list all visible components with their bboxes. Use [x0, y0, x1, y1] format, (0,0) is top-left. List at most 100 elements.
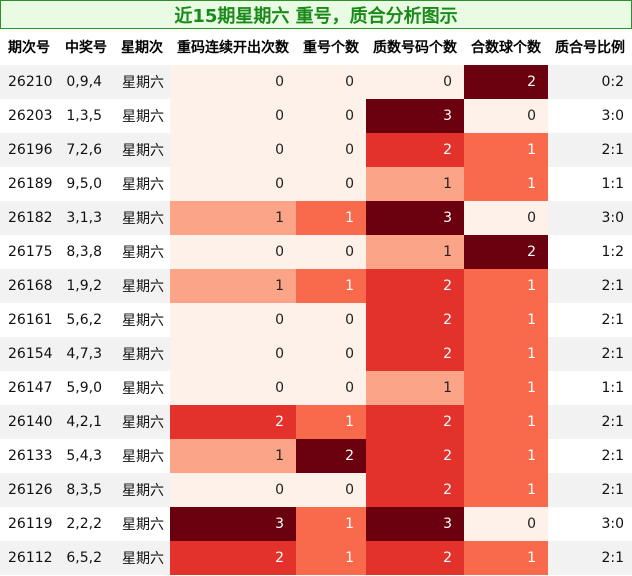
repeat-count-cell: 1	[296, 405, 366, 439]
winning-number-cell: 1,9,2	[58, 269, 114, 303]
period-cell: 26210	[0, 65, 58, 99]
period-cell: 26196	[0, 133, 58, 167]
ratio-cell: 3:0	[548, 507, 632, 541]
repeat-count-cell: 0	[296, 337, 366, 371]
table-row: 26126 8,3,5 星期六 0 0 2 1 2:1	[0, 473, 632, 507]
winning-number-cell: 7,2,6	[58, 133, 114, 167]
period-cell: 26140	[0, 405, 58, 439]
repeat-streak-cell: 3	[170, 507, 296, 541]
composite-count-cell: 2	[464, 65, 548, 99]
composite-count-cell: 0	[464, 99, 548, 133]
period-cell: 26112	[0, 541, 58, 575]
period-cell: 26182	[0, 201, 58, 235]
repeat-count-cell: 1	[296, 201, 366, 235]
repeat-count-cell: 1	[296, 507, 366, 541]
weekday-cell: 星期六	[114, 541, 170, 575]
period-cell: 26189	[0, 167, 58, 201]
table-header: 期次号 中奖号 星期次 重码连续开出次数 重号个数 质数号码个数 合数球个数 质合号比例	[0, 31, 632, 63]
prime-count-cell: 2	[366, 133, 464, 167]
composite-count-cell: 2	[464, 235, 548, 269]
table-row: 26210 0,9,4 星期六 0 0 0 2 0:2	[0, 65, 632, 99]
weekday-cell: 星期六	[114, 473, 170, 507]
winning-number-cell: 5,9,0	[58, 371, 114, 405]
composite-count-cell: 1	[464, 167, 548, 201]
ratio-cell: 2:1	[548, 133, 632, 167]
ratio-cell: 2:1	[548, 269, 632, 303]
column-header: 质数号码个数	[373, 40, 457, 56]
repeat-count-cell: 1	[296, 541, 366, 575]
repeat-count-cell: 1	[296, 269, 366, 303]
prime-count-cell: 2	[366, 337, 464, 371]
winning-number-cell: 8,3,8	[58, 235, 114, 269]
period-cell: 26147	[0, 371, 58, 405]
ratio-cell: 3:0	[548, 99, 632, 133]
table-row: 26119 2,2,2 星期六 3 1 3 0 3:0	[0, 507, 632, 541]
prime-count-cell: 2	[366, 269, 464, 303]
table-row: 26182 3,1,3 星期六 1 1 3 0 3:0	[0, 201, 632, 235]
weekday-cell: 星期六	[114, 337, 170, 371]
repeat-count-cell: 0	[296, 167, 366, 201]
repeat-count-cell: 0	[296, 371, 366, 405]
composite-count-cell: 1	[464, 269, 548, 303]
prime-count-cell: 3	[366, 99, 464, 133]
prime-count-cell: 3	[366, 201, 464, 235]
composite-count-cell: 1	[464, 473, 548, 507]
winning-number-cell: 8,3,5	[58, 473, 114, 507]
prime-count-cell: 2	[366, 303, 464, 337]
winning-number-cell: 0,9,4	[58, 65, 114, 99]
repeat-streak-cell: 0	[170, 303, 296, 337]
period-cell: 26126	[0, 473, 58, 507]
ratio-cell: 1:1	[548, 371, 632, 405]
weekday-cell: 星期六	[114, 269, 170, 303]
table-row: 26203 1,3,5 星期六 0 0 3 0 3:0	[0, 99, 632, 133]
repeat-count-cell: 0	[296, 473, 366, 507]
table-row: 26175 8,3,8 星期六 0 0 1 2 1:2	[0, 235, 632, 269]
repeat-streak-cell: 0	[170, 133, 296, 167]
ratio-cell: 3:0	[548, 201, 632, 235]
composite-count-cell: 1	[464, 371, 548, 405]
repeat-streak-cell: 1	[170, 201, 296, 235]
repeat-streak-cell: 1	[170, 439, 296, 473]
weekday-cell: 星期六	[114, 303, 170, 337]
ratio-cell: 2:1	[548, 439, 632, 473]
repeat-streak-cell: 0	[170, 65, 296, 99]
table-row: 26133 5,4,3 星期六 1 2 2 1 2:1	[0, 439, 632, 473]
repeat-count-cell: 0	[296, 99, 366, 133]
repeat-count-cell: 2	[296, 439, 366, 473]
ratio-cell: 1:2	[548, 235, 632, 269]
table-row: 26154 4,7,3 星期六 0 0 2 1 2:1	[0, 337, 632, 371]
winning-number-cell: 6,5,2	[58, 541, 114, 575]
prime-count-cell: 3	[366, 507, 464, 541]
repeat-count-cell: 0	[296, 65, 366, 99]
prime-count-cell: 0	[366, 65, 464, 99]
composite-count-cell: 1	[464, 439, 548, 473]
weekday-cell: 星期六	[114, 133, 170, 167]
winning-number-cell: 4,7,3	[58, 337, 114, 371]
repeat-count-cell: 0	[296, 303, 366, 337]
winning-number-cell: 5,6,2	[58, 303, 114, 337]
weekday-cell: 星期六	[114, 405, 170, 439]
weekday-cell: 星期六	[114, 201, 170, 235]
column-header: 星期次	[121, 40, 163, 56]
weekday-cell: 星期六	[114, 235, 170, 269]
period-cell: 26154	[0, 337, 58, 371]
weekday-cell: 星期六	[114, 371, 170, 405]
prime-count-cell: 2	[366, 473, 464, 507]
composite-count-cell: 1	[464, 405, 548, 439]
composite-count-cell: 1	[464, 337, 548, 371]
prime-count-cell: 2	[366, 439, 464, 473]
period-cell: 26161	[0, 303, 58, 337]
winning-number-cell: 2,2,2	[58, 507, 114, 541]
column-header: 重码连续开出次数	[177, 40, 289, 56]
ratio-cell: 2:1	[548, 337, 632, 371]
repeat-count-cell: 0	[296, 235, 366, 269]
repeat-streak-cell: 0	[170, 99, 296, 133]
composite-count-cell: 1	[464, 303, 548, 337]
composite-count-cell: 1	[464, 133, 548, 167]
period-cell: 26119	[0, 507, 58, 541]
table-row: 26147 5,9,0 星期六 0 0 1 1 1:1	[0, 371, 632, 405]
table-row: 26161 5,6,2 星期六 0 0 2 1 2:1	[0, 303, 632, 337]
table-row: 26189 9,5,0 星期六 0 0 1 1 1:1	[0, 167, 632, 201]
composite-count-cell: 0	[464, 201, 548, 235]
repeat-streak-cell: 0	[170, 337, 296, 371]
